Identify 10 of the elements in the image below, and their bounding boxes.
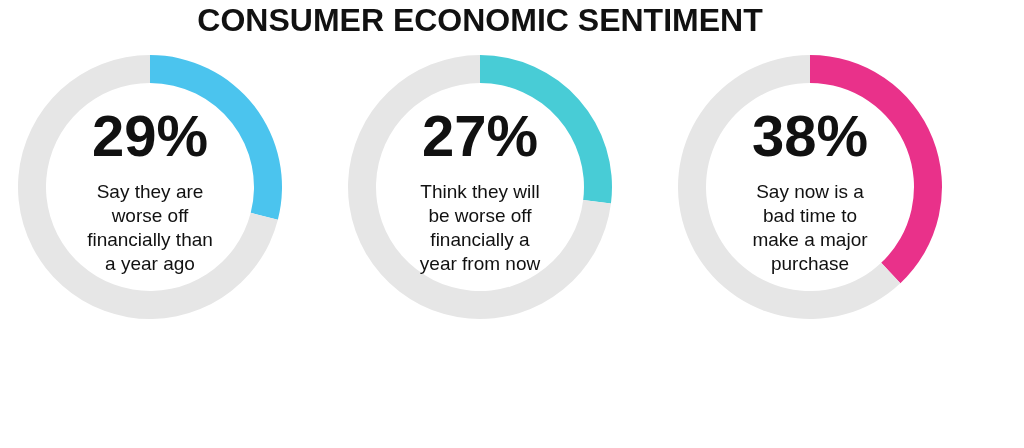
text: Say now is a bad time to make a major purchase xyxy=(752,181,869,274)
data-label: 29% xyxy=(91,103,209,168)
text: Say they are worse off financially than a year ago xyxy=(87,181,213,274)
data-label: 27% xyxy=(421,103,539,168)
data-label: 38% xyxy=(751,103,869,168)
text: CONSUMER ECONOMIC SENTIMENT xyxy=(197,2,764,38)
donut-slice xyxy=(678,55,901,319)
donut-slice xyxy=(18,55,278,319)
donut-slice xyxy=(348,55,611,319)
text: Think they will be worse off financially a year from now xyxy=(419,181,541,274)
